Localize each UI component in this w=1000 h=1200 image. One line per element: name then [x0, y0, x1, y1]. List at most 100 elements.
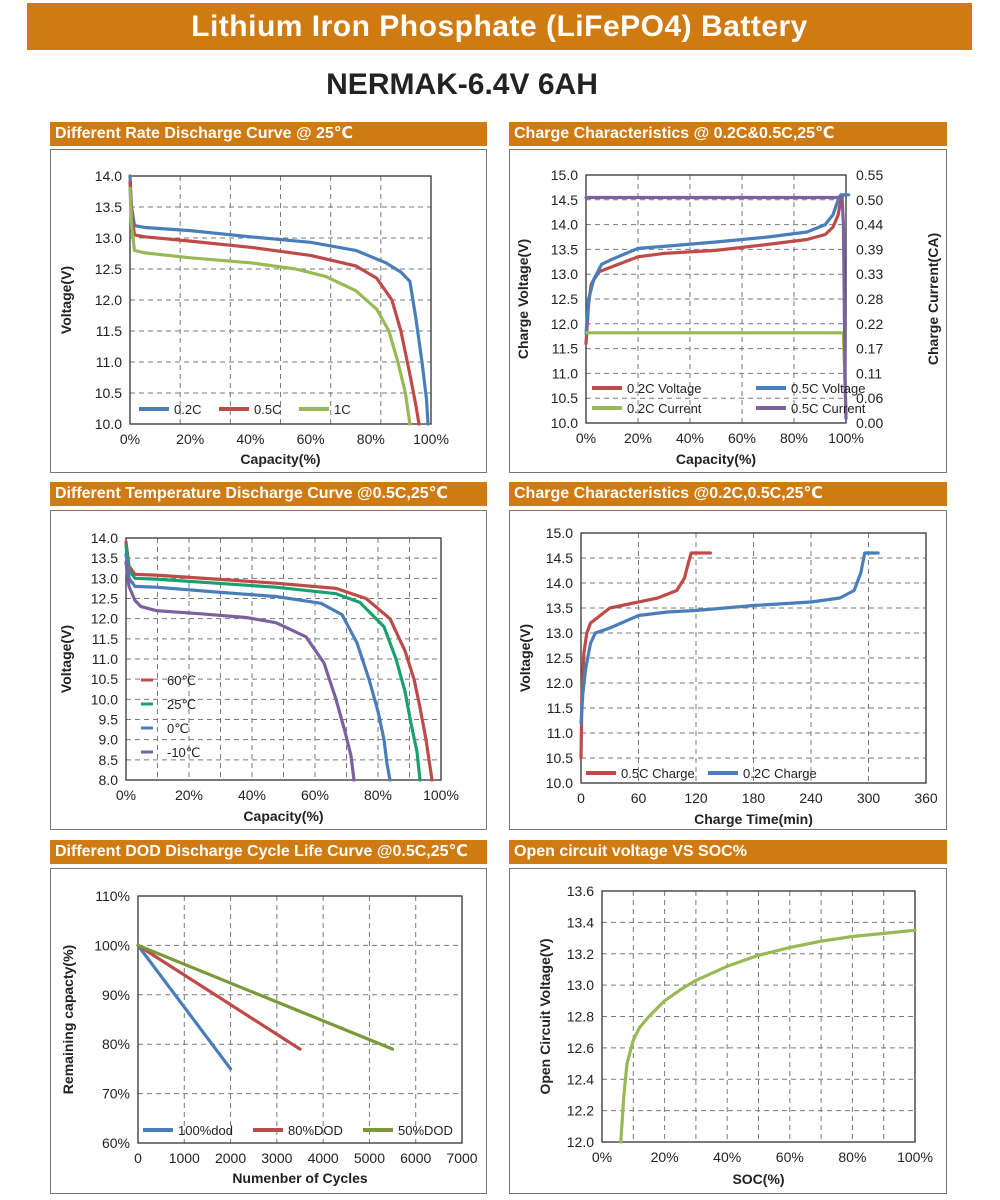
y-tick-label: 13.0 — [95, 230, 122, 246]
y-tick-label: 13.0 — [91, 570, 118, 586]
series-line-ocv — [619, 928, 917, 1144]
series-line-0-5c-charge — [579, 551, 712, 760]
plot-area-frame — [585, 174, 847, 424]
y-tick-label: 10.0 — [91, 691, 118, 707]
x-tick-label: 2000 — [215, 1150, 246, 1166]
y2-tick-label: 0.50 — [856, 192, 883, 208]
panel-charge-time: 10.0 10.5 11.0 11.5 12.0 12.5 13.0 13.5 14.0 14.5… — [509, 510, 947, 830]
y-tick-label: 60% — [102, 1135, 130, 1151]
x-tick-label: 0% — [576, 430, 596, 446]
legend-label-0-2c-voltage: 0.2C Voltage — [627, 381, 701, 396]
x-tick-label: 20% — [651, 1149, 679, 1165]
panel-temperature-discharge: 8.0 8.5 9.0 9.5 10.0 10.5 11.0 11.5 12.0 12.5 13.0… — [50, 510, 487, 830]
y-tick-label: 13.4 — [567, 914, 594, 930]
x-axis-label: Numenber of Cycles — [232, 1170, 368, 1186]
y-tick-label: 15.0 — [551, 167, 578, 183]
y-tick-label: 100% — [94, 937, 130, 953]
y-tick-label: 13.6 — [567, 883, 594, 899]
y-tick-label: 12.5 — [95, 261, 122, 277]
y-tick-label: 14.0 — [551, 217, 578, 233]
x-axis-label: Capacity(%) — [676, 451, 756, 467]
x-tick-label: 100% — [897, 1149, 933, 1165]
y-tick-label: 110% — [95, 888, 130, 904]
series-line-100-dod — [136, 943, 233, 1071]
legend-label-25: 25℃ — [167, 697, 196, 712]
chart-charge-time: 10.0 10.5 11.0 11.5 12.0 12.5 13.0 13.5 14.0 14.5… — [517, 525, 938, 827]
x-tick-label: 20% — [624, 430, 652, 446]
chart-ocv-soc: 12.0 12.2 12.4 12.6 12.8 13.0 13.2 13.4 13.6 0% 20… — [537, 883, 933, 1187]
y-tick-label: 14.5 — [546, 550, 573, 566]
y2-tick-label: 0.28 — [856, 291, 883, 307]
y-tick-label: 12.0 — [551, 316, 578, 332]
y-tick-label: 12.6 — [567, 1040, 594, 1056]
y-tick-label: 12.5 — [546, 650, 573, 666]
panel-ocv-soc: 12.0 12.2 12.4 12.6 12.8 13.0 13.2 13.4 13.6 0% 20… — [509, 868, 947, 1194]
y-tick-label: 12.5 — [551, 291, 578, 307]
y2-tick-label: 0.44 — [856, 217, 883, 233]
series-line-0-2c-voltage — [584, 193, 845, 346]
legend-label-1c: 1C — [334, 402, 351, 417]
y-tick-label: 13.5 — [546, 600, 573, 616]
x-tick-label: 4000 — [308, 1150, 339, 1166]
series-line-10 — [124, 560, 356, 782]
y-tick-label: 12.2 — [567, 1103, 594, 1119]
x-tick-label: 60% — [728, 430, 756, 446]
y-tick-label: 13.5 — [95, 199, 122, 215]
x-tick-label: 100% — [828, 430, 864, 446]
model-name: NERMAK-6.4V 6AH — [326, 68, 598, 101]
plot-area-frame — [137, 895, 463, 1144]
x-tick-label: 0 — [134, 1150, 142, 1166]
x-tick-label: 80% — [357, 431, 385, 447]
y-tick-label: 13.0 — [551, 266, 578, 282]
panel-header-cycle-life: Different DOD Discharge Cycle Life Curve… — [50, 840, 487, 864]
legend-label-100-dod: 100%dod — [178, 1123, 233, 1138]
x-tick-label: 20% — [176, 431, 204, 447]
y-tick-label: 12.0 — [91, 611, 118, 627]
y-tick-label: 14.0 — [95, 168, 122, 184]
x-tick-label: 40% — [676, 430, 704, 446]
y2-tick-label: 0.06 — [856, 390, 883, 406]
y-tick-label: 15.0 — [546, 525, 573, 541]
x-tick-label: 7000 — [446, 1150, 477, 1166]
x-axis-label: Capacity(%) — [243, 808, 323, 824]
x-tick-label: 60 — [631, 790, 647, 806]
y-tick-label: 11.5 — [547, 700, 573, 716]
y-tick-label: 13.5 — [551, 241, 578, 257]
y-tick-label: 11.0 — [96, 354, 122, 370]
legend-label-0-5c-charge: 0.5C Charge — [621, 766, 695, 781]
legend-label-0-2c: 0.2C — [174, 402, 201, 417]
x-tick-label: 180 — [742, 790, 766, 806]
x-axis-label: Charge Time(min) — [694, 811, 813, 827]
x-tick-label: 60% — [776, 1149, 804, 1165]
x-axis-label: Capacity(%) — [240, 451, 320, 467]
y-tick-label: 8.5 — [99, 752, 119, 768]
document-title-bar: Lithium Iron Phosphate (LiFePO4) Battery — [27, 3, 972, 50]
legend-label-0-2c-current: 0.2C Current — [627, 401, 702, 416]
y-axis-label: Voltage(V) — [517, 624, 533, 692]
y-tick-label: 13.0 — [567, 977, 594, 993]
x-tick-label: 300 — [857, 790, 881, 806]
series-line-0-2c-charge — [579, 551, 880, 725]
y-tick-label: 11.5 — [96, 323, 122, 339]
y-tick-label: 13.5 — [91, 550, 118, 566]
x-tick-label: 0% — [116, 787, 136, 803]
panel-rate-discharge: 10.0 10.5 11.0 11.5 12.0 12.5 13.0 13.5 14.0 0% 20… — [50, 149, 487, 473]
x-tick-label: 80% — [364, 787, 392, 803]
x-tick-label: 60% — [297, 431, 325, 447]
x-tick-label: 20% — [175, 787, 203, 803]
series-line-0 — [124, 552, 392, 782]
y2-tick-label: 0.39 — [856, 241, 883, 257]
plot-area-frame — [580, 532, 927, 784]
legend-label-0: 0℃ — [167, 721, 189, 736]
y-axis-label: Voltage(V) — [58, 625, 74, 693]
y-tick-label: 10.5 — [95, 385, 122, 401]
legend-label-0-5c-voltage: 0.5C Voltage — [791, 381, 865, 396]
y2-tick-label: 0.00 — [856, 415, 883, 431]
x-tick-label: 60% — [301, 787, 329, 803]
chart-cycle-life: 60% 70% 80% 90% 100% 110% 0 1000 2000 3000 4000 500… — [60, 888, 478, 1186]
y-tick-label: 10.5 — [546, 750, 573, 766]
legend-label-50-dod: 50%DOD — [398, 1123, 453, 1138]
legend-label-10: -10℃ — [167, 745, 200, 760]
legend-label-60: 60℃ — [167, 673, 196, 688]
y2-tick-label: 0.22 — [856, 316, 883, 332]
